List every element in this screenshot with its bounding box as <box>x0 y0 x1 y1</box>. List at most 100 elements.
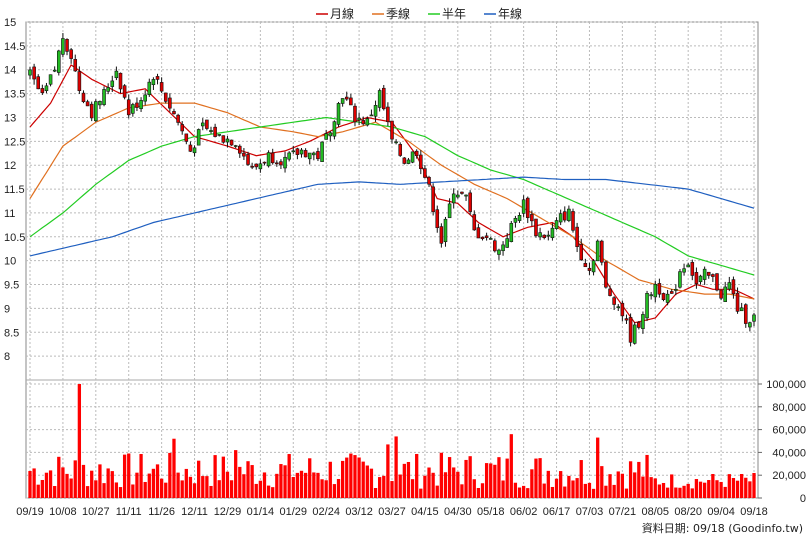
date-tick-1: 10/08 <box>49 506 77 518</box>
candle-body <box>641 314 645 329</box>
candle-body <box>423 168 427 178</box>
legend-label-1: 季線 <box>386 6 410 21</box>
volume-bar <box>106 468 110 498</box>
volume-bar <box>484 463 489 498</box>
candle-body <box>69 49 73 59</box>
candle-body <box>250 165 254 168</box>
volume-bar <box>229 480 234 498</box>
date-tick-4: 11/26 <box>148 506 175 518</box>
candle-body <box>727 282 732 290</box>
volume-bar <box>155 464 160 498</box>
volume-bar <box>591 488 596 498</box>
candle-body <box>447 203 452 219</box>
volume-bar <box>266 485 271 498</box>
candle-body <box>414 150 419 157</box>
candle-body <box>85 101 90 107</box>
candle-body <box>628 317 633 343</box>
volume-bar <box>702 482 707 498</box>
candle-body <box>44 85 49 92</box>
volume-bar <box>517 487 522 498</box>
candle-body <box>303 150 308 158</box>
volume-bar <box>641 476 645 498</box>
date-tick-2: 10/27 <box>82 506 110 518</box>
volume-bar <box>740 474 744 498</box>
candle-body <box>752 314 756 322</box>
volume-bar <box>612 484 616 498</box>
volume-bar <box>85 486 90 498</box>
candle-body <box>542 234 546 238</box>
candle-body <box>386 106 390 123</box>
volume-bar <box>744 477 748 498</box>
candle-body <box>369 114 374 117</box>
candle-body <box>353 105 357 123</box>
candle-body <box>287 152 291 160</box>
price-tick-2: 14 <box>4 65 16 77</box>
volume-bar <box>538 458 542 498</box>
volume-bar <box>184 468 188 498</box>
date-tick-19: 08/05 <box>642 506 670 518</box>
price-axis: 15 14.5 14 13.5 13 12.5 12 11.5 11 10.5 10 9.5 9 8.5 8 <box>4 17 25 363</box>
volume-bar <box>604 485 608 498</box>
date-tick-15: 06/02 <box>510 506 538 518</box>
volume-bar <box>164 482 168 498</box>
volume-bar <box>427 467 431 498</box>
candle-body <box>40 88 45 94</box>
volume-bar <box>468 456 472 498</box>
candle-body <box>406 159 411 164</box>
candle-body <box>254 163 259 168</box>
price-tick-4: 13 <box>4 112 16 124</box>
volume-bar <box>493 464 497 498</box>
date-tick-6: 12/29 <box>214 506 242 518</box>
volume-bar <box>575 478 579 498</box>
volume-bar <box>608 474 612 498</box>
volume-bar <box>398 474 402 498</box>
volume-bar <box>406 461 411 498</box>
data-date-label: 資料日期: 09/18 (Goodinfo.tw) <box>642 521 803 535</box>
candle-body <box>739 307 744 312</box>
candle-body <box>184 133 189 142</box>
candle-body <box>336 103 341 125</box>
candle-body <box>669 291 674 294</box>
candle-body <box>110 80 115 87</box>
volume-bar <box>365 465 369 498</box>
volume-bar <box>480 483 485 498</box>
candle-body <box>102 89 106 105</box>
volume-bar <box>32 468 36 498</box>
candle-body <box>743 304 748 324</box>
volume-bar <box>303 472 308 498</box>
volume-bar <box>254 483 258 498</box>
candle-body <box>686 264 690 268</box>
volume-bar <box>542 483 546 498</box>
volume-bar <box>378 477 382 498</box>
candle-body <box>575 226 579 248</box>
candle-body <box>36 76 41 90</box>
volume-bar <box>287 454 291 498</box>
volume-tick-2: 60,000 <box>772 425 806 437</box>
volume-bar <box>369 468 374 498</box>
volume-bar <box>727 474 731 498</box>
volume-bar <box>419 488 423 498</box>
volume-bar <box>110 471 114 498</box>
volume-tick-5: 0 <box>800 493 806 505</box>
price-tick-5: 12.5 <box>4 136 25 148</box>
candle-body <box>262 161 267 164</box>
volume-bar <box>114 482 119 498</box>
volume-bar <box>645 454 649 498</box>
candle-body <box>468 192 472 212</box>
date-tick-0: 09/19 <box>16 506 44 518</box>
price-tick-12: 9 <box>4 303 10 315</box>
volume-bar <box>320 479 324 498</box>
volume-bar <box>201 476 205 498</box>
candle-body <box>620 302 625 317</box>
candle-body <box>735 292 740 312</box>
volume-bar <box>596 437 600 498</box>
volume-bar <box>217 480 221 498</box>
volume-bar <box>439 452 444 498</box>
volume-bar <box>690 488 694 498</box>
date-tick-16: 06/17 <box>543 506 571 518</box>
candle-body <box>472 214 477 231</box>
volume-bar <box>435 485 439 498</box>
volume-bar <box>53 486 57 498</box>
candlesticks <box>28 33 756 347</box>
volume-bar <box>624 488 629 498</box>
